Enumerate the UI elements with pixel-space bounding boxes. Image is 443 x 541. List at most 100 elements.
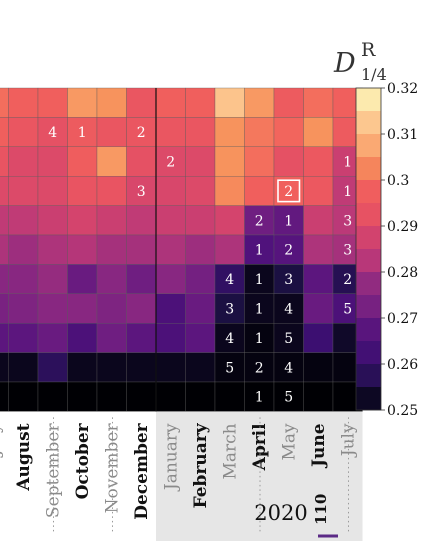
year-label: 2020: [254, 501, 307, 525]
heatmap-cell: [185, 352, 216, 383]
heatmap-cell: [273, 234, 304, 265]
heatmap-cell: [96, 381, 127, 412]
colorbar-segment: [356, 157, 381, 181]
heatmap-cell: [244, 87, 275, 118]
heatmap-cell: [214, 176, 245, 206]
colorbar-frame: [355, 87, 382, 411]
heatmap-cell: [96, 264, 127, 294]
x-tick-label: September: [44, 423, 64, 519]
cell-rank-label: 1: [255, 272, 264, 288]
colorbar-tick-label: 0.28: [387, 265, 418, 281]
heatmap-cell: [0, 352, 9, 383]
heatmap-cell: [67, 117, 98, 147]
cell-rank-label: 1: [255, 243, 264, 259]
heatmap-cell: [244, 234, 275, 265]
heatmap-cell: [244, 323, 275, 353]
heatmap-cell: [37, 176, 68, 206]
x-tick-label: August: [14, 423, 34, 491]
colorbar-tick-label: 0.26: [387, 357, 418, 373]
heatmap-cell: [155, 352, 186, 383]
heatmap-cell: [303, 381, 334, 412]
heatmap-cell: [244, 381, 275, 412]
heatmap-cell: [214, 146, 245, 177]
heatmap-cell: [96, 234, 127, 265]
heatmap-cell: [8, 176, 39, 206]
cell-rank-label: 3: [284, 272, 293, 288]
x-tick-label: June: [309, 423, 329, 469]
heatmap-cell: [37, 205, 68, 236]
heatmap-cell: [214, 352, 245, 383]
heatmap-cell: [8, 293, 39, 324]
heatmap-cell: [0, 205, 9, 236]
heatmap-cell: [214, 381, 245, 412]
heatmap-cell: [244, 352, 275, 383]
heatmap-cell: [126, 176, 157, 206]
cell-rank-label: 4: [225, 331, 234, 347]
extra-label: 110: [312, 494, 330, 525]
heatmap-cell: [303, 323, 334, 353]
heatmap-cell: [155, 293, 186, 324]
heatmap-cell: [8, 381, 39, 412]
cell-rank-label: 4: [284, 302, 293, 318]
heatmap-cell: [96, 352, 127, 383]
heatmap-cell: [8, 234, 39, 265]
heatmap-cell: [155, 323, 186, 353]
heatmap-cell: [244, 146, 275, 177]
x-tick-label: May: [280, 423, 300, 461]
heatmap-cell: [214, 293, 245, 324]
cell-rank-label: 2: [343, 272, 352, 288]
cell-rank-label: 2: [284, 243, 293, 259]
heatmap-cell: [96, 323, 127, 353]
colorbar-tick-label: 0.29: [387, 219, 418, 235]
heatmap-cell: [37, 352, 68, 383]
heatmap-cell: [273, 87, 304, 118]
heatmap-cell: [303, 117, 334, 147]
heatmap-cell: [303, 234, 334, 265]
heatmap-cell: [0, 234, 9, 265]
heatmap-cell: [126, 87, 157, 118]
heatmap-cell: [96, 293, 127, 324]
colorbar-segment: [356, 272, 381, 296]
heatmap-cell: [185, 323, 216, 353]
cell-rank-label: 1: [255, 302, 264, 318]
heatmap-cell: [155, 205, 186, 236]
cell-rank-label: 1: [343, 184, 352, 200]
cell-rank-label: 5: [284, 331, 293, 347]
x-tick-label: March: [221, 423, 241, 479]
cell-rank-label: 2: [284, 184, 293, 200]
colorbar-segment: [356, 387, 381, 411]
cell-rank-label: 1: [284, 213, 293, 229]
heatmap-cell: [273, 205, 304, 236]
cell-rank-label: 5: [284, 390, 293, 406]
heatmap-cell: [0, 264, 9, 294]
heatmap-cell: [37, 146, 68, 177]
x-tick-label: April: [250, 423, 270, 471]
colorbar-tick-label: 0.3: [387, 173, 409, 189]
cell-rank-label: 4: [284, 360, 293, 376]
cell-rank-label: 2: [255, 360, 264, 376]
heatmap-cell: [155, 176, 186, 206]
heatmap-cell: [37, 381, 68, 412]
colorbar-segment: [356, 180, 381, 204]
cell-rank-label: 5: [225, 360, 234, 376]
heatmap-cell: [96, 87, 127, 118]
heatmap-cell: [185, 264, 216, 294]
heatmap-cell: [8, 146, 39, 177]
cell-rank-label: 3: [343, 243, 352, 259]
cell-rank-label: 1: [343, 155, 352, 171]
colorbar-segment: [356, 341, 381, 365]
heatmap-cell: [67, 381, 98, 412]
colorbar-segment: [356, 134, 381, 158]
colorbar-segment: [356, 249, 381, 273]
heatmap-cell: [155, 117, 186, 147]
cell-rank-label: 1: [255, 331, 264, 347]
heatmap-cell: [185, 293, 216, 324]
heatmap-cell: [67, 87, 98, 118]
heatmap-cell: [96, 205, 127, 236]
shaded-period-band: [156, 411, 363, 541]
colorbar-tick-label: 0.25: [387, 403, 418, 419]
heatmap-cell: [273, 352, 304, 383]
heatmap-cell: [303, 352, 334, 383]
heatmap-cell: [214, 205, 245, 236]
